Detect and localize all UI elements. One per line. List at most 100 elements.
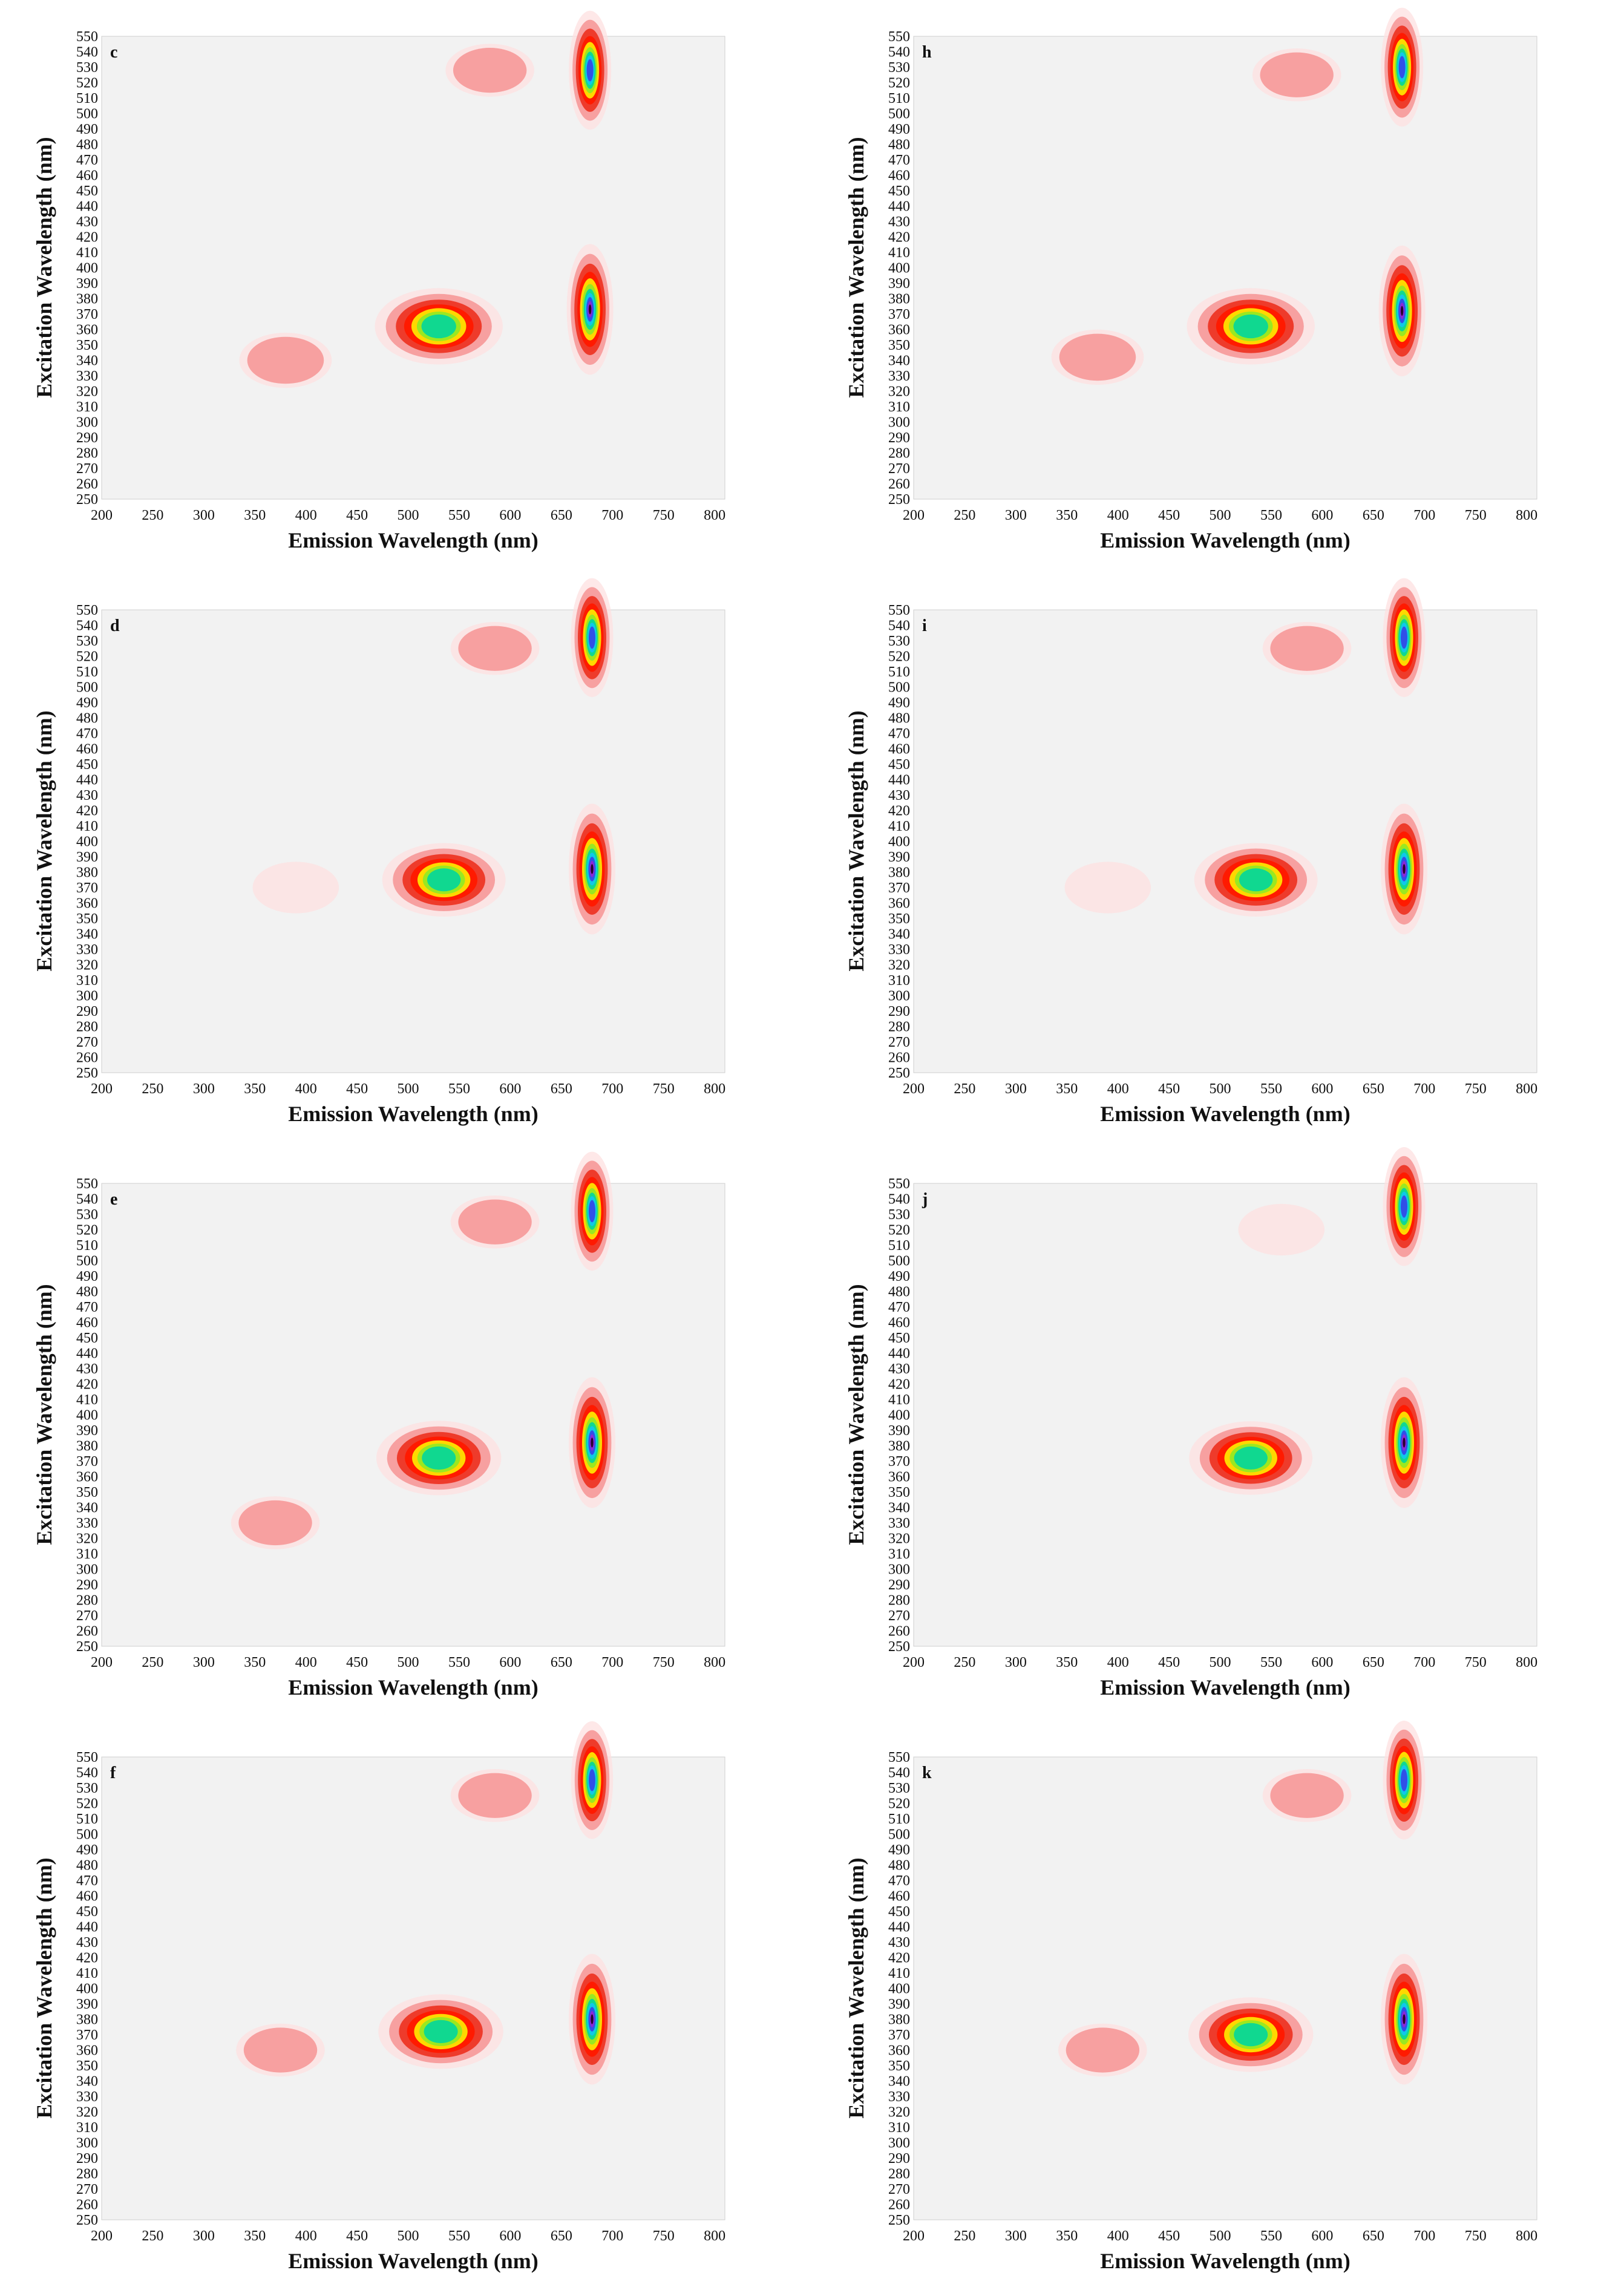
x-tick-700: 700: [601, 1655, 623, 1670]
y-tick-340: 340: [76, 1500, 98, 1516]
y-tick-540: 540: [888, 618, 910, 634]
y-tick-310: 310: [888, 973, 910, 989]
contour-level-8: [1398, 56, 1406, 79]
y-tick-420: 420: [76, 1951, 98, 1966]
y-tick-480: 480: [888, 1284, 910, 1300]
y-tick-320: 320: [76, 2105, 98, 2121]
y-tick-260: 260: [888, 477, 910, 492]
y-tick-370: 370: [76, 307, 98, 322]
y-tick-490: 490: [888, 695, 910, 711]
x-tick-700: 700: [1413, 508, 1435, 523]
y-tick-370: 370: [76, 2027, 98, 2043]
y-tick-280: 280: [888, 446, 910, 462]
x-tick-600: 600: [1311, 1081, 1333, 1097]
y-tick-490: 490: [76, 1842, 98, 1858]
panel-h-chart: 200 250 300 350 400 450 500 550 600 650 700 750 800 …: [844, 7, 1537, 552]
contour-level-1: [1270, 626, 1344, 671]
heat-layer: [1189, 1147, 1427, 1508]
y-tick-360: 360: [76, 896, 98, 912]
y-tick-500: 500: [76, 680, 98, 696]
y-tick-420: 420: [888, 1377, 910, 1393]
y-tick-400: 400: [76, 834, 98, 850]
heat-layer: [1051, 7, 1426, 385]
panel-letter: i: [922, 617, 927, 635]
x-tick-350: 350: [1056, 1081, 1078, 1097]
peak-1: [1380, 803, 1427, 935]
y-tick-510: 510: [888, 91, 910, 106]
y-tick-500: 500: [888, 1827, 910, 1843]
y-tick-320: 320: [888, 2105, 910, 2121]
y-tick-510: 510: [76, 664, 98, 680]
peak-3: [1238, 1203, 1325, 1256]
x-tick-450: 450: [346, 1655, 368, 1670]
panel-k-chart: 200 250 300 350 400 450 500 550 600 650 700 750 800 …: [844, 1721, 1537, 2273]
peak-1: [1380, 1377, 1427, 1508]
peak-3: [252, 862, 339, 914]
x-tick-600: 600: [499, 1655, 521, 1670]
y-tick-350: 350: [888, 338, 910, 353]
x-tick-400: 400: [1107, 508, 1129, 523]
y-tick-250: 250: [888, 2213, 910, 2228]
panel-letter: c: [110, 43, 117, 62]
y-tick-530: 530: [888, 633, 910, 649]
y-tick-400: 400: [888, 1981, 910, 1997]
x-tick-250: 250: [142, 508, 163, 523]
y-tick-420: 420: [888, 803, 910, 819]
y-tick-labels: 2502602702802903003103203303403503603703…: [76, 1750, 98, 2228]
y-tick-470: 470: [76, 152, 98, 168]
y-tick-360: 360: [76, 1470, 98, 1485]
y-axis-title: Excitation Wavelength (nm): [32, 1857, 56, 2118]
contour-level-1: [1270, 1773, 1344, 1818]
x-tick-800: 800: [704, 1655, 725, 1670]
y-tick-labels: 2502602702802903003103203303403503603703…: [888, 1750, 910, 2228]
peak-4: [445, 44, 534, 97]
contour-level-6: [1233, 314, 1268, 339]
x-tick-350: 350: [1056, 2228, 1078, 2244]
y-tick-410: 410: [888, 1392, 910, 1408]
x-tick-700: 700: [601, 1081, 623, 1097]
y-tick-410: 410: [76, 1392, 98, 1408]
x-tick-650: 650: [1363, 508, 1384, 523]
y-tick-460: 460: [888, 1889, 910, 1905]
x-tick-650: 650: [551, 1655, 572, 1670]
plot-area: [913, 1183, 1537, 1647]
y-tick-480: 480: [76, 1858, 98, 1874]
y-tick-250: 250: [76, 1639, 98, 1655]
x-tick-450: 450: [1158, 1081, 1180, 1097]
x-tick-labels: 200 250 300 350 400 450 500 550 600 650 700 750 800: [903, 508, 1537, 523]
x-tick-650: 650: [1363, 1655, 1384, 1670]
peak-0: [375, 288, 503, 365]
y-tick-280: 280: [76, 1593, 98, 1609]
contour-level-8: [588, 1200, 595, 1223]
y-tick-550: 550: [76, 29, 98, 45]
panel-f-chart: 200 250 300 350 400 450 500 550 600 650 700 750 800 …: [32, 1721, 725, 2273]
y-tick-450: 450: [76, 1904, 98, 1920]
x-tick-200: 200: [91, 1655, 113, 1670]
y-tick-250: 250: [888, 1065, 910, 1081]
y-tick-390: 390: [888, 849, 910, 865]
y-tick-260: 260: [888, 1624, 910, 1640]
contour-level-1: [1059, 333, 1136, 381]
y-tick-350: 350: [888, 1485, 910, 1500]
x-tick-300: 300: [193, 1655, 215, 1670]
y-tick-260: 260: [888, 2197, 910, 2213]
y-tick-250: 250: [76, 492, 98, 508]
x-tick-labels: 200 250 300 350 400 450 500 550 600 650 700 750 800: [91, 2228, 725, 2244]
x-tick-450: 450: [346, 1081, 368, 1097]
x-tick-650: 650: [1363, 2228, 1384, 2244]
y-tick-290: 290: [76, 1004, 98, 1019]
contour-level-1: [458, 626, 532, 671]
y-tick-440: 440: [888, 1346, 910, 1362]
x-tick-800: 800: [1516, 1081, 1537, 1097]
x-tick-200: 200: [903, 1655, 925, 1670]
y-tick-450: 450: [76, 757, 98, 773]
y-tick-270: 270: [888, 1035, 910, 1050]
y-tick-420: 420: [888, 1951, 910, 1966]
x-tick-750: 750: [653, 1655, 675, 1670]
y-tick-470: 470: [888, 1873, 910, 1889]
x-tick-250: 250: [142, 1081, 163, 1097]
peak-2: [1381, 7, 1424, 127]
y-tick-520: 520: [888, 1223, 910, 1238]
x-tick-400: 400: [295, 1655, 317, 1670]
y-tick-460: 460: [76, 168, 98, 184]
